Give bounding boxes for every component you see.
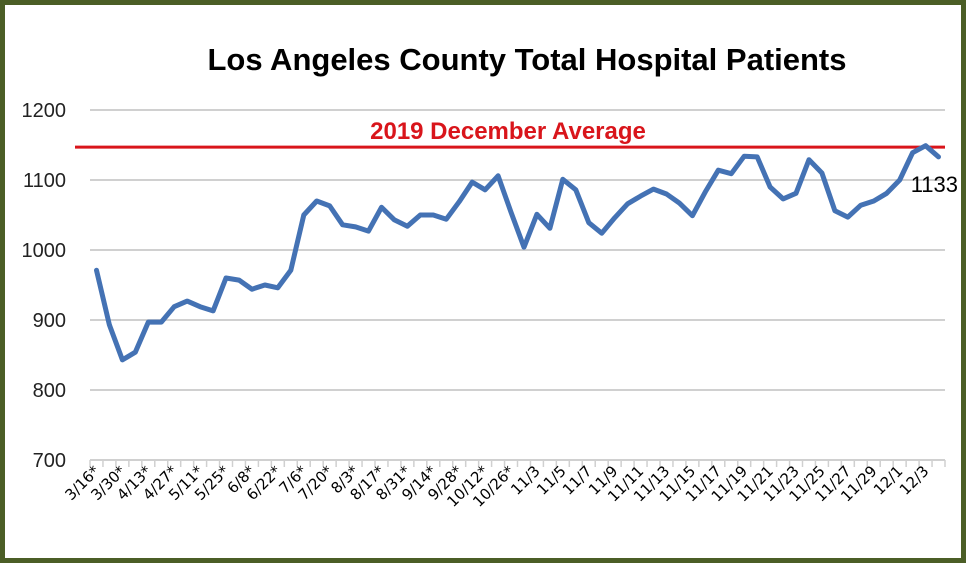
y-tick-label: 800 xyxy=(33,380,66,402)
last-value-label: 1133 xyxy=(911,172,958,197)
y-tick-label: 900 xyxy=(33,310,66,332)
y-tick-label: 1000 xyxy=(22,240,67,262)
line-chart: Los Angeles County Total Hospital Patien… xyxy=(22,42,959,511)
reference-line-label: 2019 December Average xyxy=(370,118,646,145)
y-tick-label: 700 xyxy=(33,450,66,472)
y-tick-label: 1100 xyxy=(23,170,66,192)
chart-title: Los Angeles County Total Hospital Patien… xyxy=(207,42,846,77)
x-tick-label: 12/3 xyxy=(896,462,933,499)
series-line xyxy=(94,143,941,363)
y-tick-label: 1200 xyxy=(22,100,67,122)
